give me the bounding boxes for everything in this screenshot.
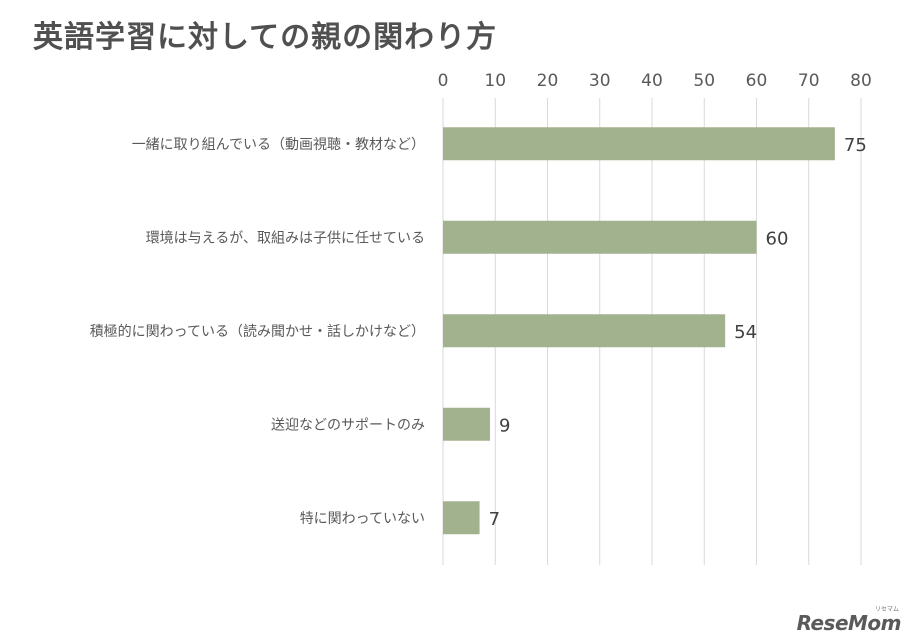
data-label: 75 (844, 135, 867, 156)
category-label: 送迎などのサポートのみ (271, 417, 425, 433)
x-tick-label: 40 (641, 71, 663, 91)
data-label: 9 (499, 415, 510, 436)
resemom-logo: ReseMom (796, 611, 902, 635)
x-tick-label: 50 (693, 71, 715, 91)
x-tick-label: 80 (850, 71, 872, 91)
category-label: 積極的に関わっている（読み聞かせ・話しかけなど） (90, 323, 425, 340)
x-tick-label: 20 (537, 71, 559, 91)
x-tick-label: 0 (438, 71, 449, 91)
category-label: 環境は与えるが、取組みは子供に任せている (146, 230, 425, 246)
bar (443, 501, 480, 535)
bar (443, 407, 491, 441)
bar (443, 314, 726, 348)
chart-title: 英語学習に対しての親の関わり方 (33, 20, 498, 55)
bar (443, 220, 757, 254)
x-tick-label: 70 (798, 71, 820, 91)
x-tick-label: 60 (746, 71, 768, 91)
data-label: 7 (489, 509, 500, 530)
bar (443, 127, 835, 161)
logo-subtext: リセマム (874, 606, 899, 613)
x-tick-label: 10 (484, 71, 506, 91)
category-label: 特に関わっていない (300, 511, 425, 527)
x-tick-label: 30 (589, 71, 611, 91)
category-label: 一緒に取り組んでいる（動画視聴・教材など） (132, 137, 425, 153)
data-label: 54 (734, 322, 757, 343)
data-label: 60 (766, 228, 789, 249)
